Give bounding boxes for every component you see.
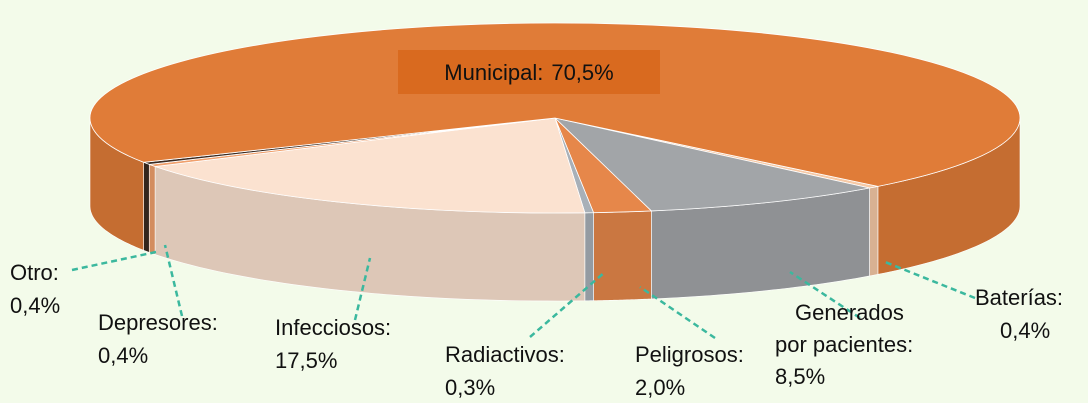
leader-line — [163, 244, 184, 317]
slice-value: 17,5% — [275, 348, 337, 373]
slice-label: Municipal: 70,5% — [444, 60, 613, 85]
leader-line — [639, 285, 716, 340]
slice-value: 8,5% — [775, 364, 825, 389]
slice-side — [593, 210, 652, 301]
slice-name: Generados por pacientes: — [775, 300, 913, 357]
slice — [154, 117, 586, 214]
slice-name: Otro: — [10, 260, 59, 285]
slice — [553, 117, 870, 212]
slice-name: Infecciosos: — [275, 315, 391, 340]
slice-name: Baterías: — [975, 285, 1063, 310]
label-box — [398, 50, 660, 94]
slice-name: Depresores: — [98, 310, 218, 335]
slice-value: 0,3% — [445, 375, 495, 400]
leader-line — [353, 257, 372, 321]
slice — [89, 22, 1021, 187]
slice-value: 0,4% — [98, 343, 148, 368]
slice-name: Municipal: — [444, 60, 543, 85]
slice-value: 0,4% — [10, 293, 60, 318]
slice-name: Radiactivos: — [445, 342, 565, 367]
slice-value: 2,0% — [635, 375, 685, 400]
slice-value: 70,5% — [551, 60, 613, 85]
name-part: por pacientes: — [775, 332, 913, 357]
slice-side — [869, 185, 879, 277]
leader-line — [529, 271, 606, 338]
slice-name: Peligrosos: — [635, 342, 744, 367]
slice-side — [148, 163, 156, 255]
slice-value: 0,4% — [1000, 318, 1050, 343]
name-part: Generados — [795, 300, 910, 325]
leader-line — [71, 250, 157, 272]
slice-side — [143, 161, 150, 253]
leader-line — [884, 260, 976, 300]
leader-line — [789, 270, 861, 320]
